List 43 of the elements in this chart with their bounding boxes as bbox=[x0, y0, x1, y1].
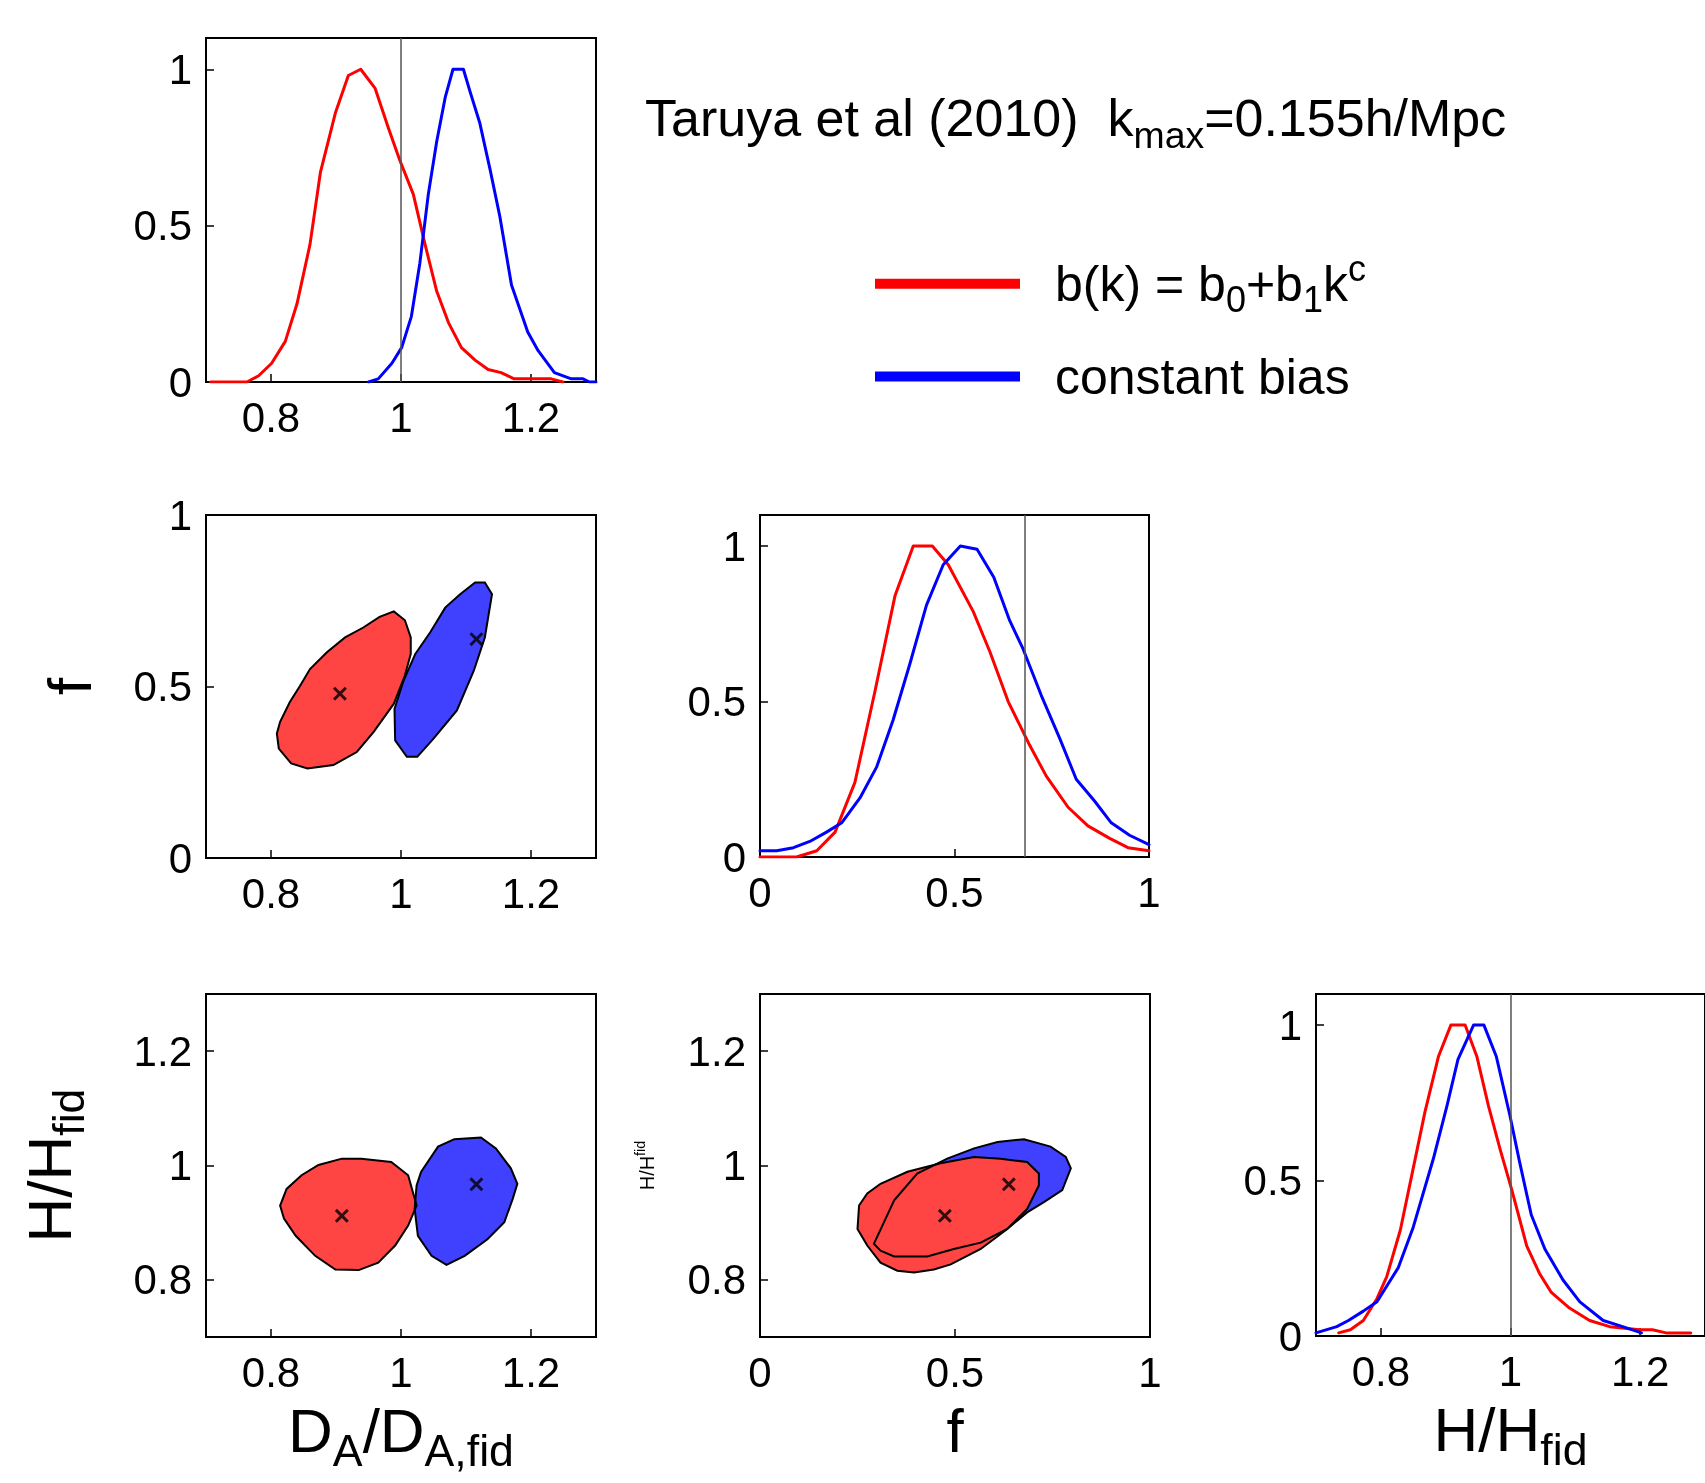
x-tick-label: 1 bbox=[1498, 1347, 1523, 1395]
y-tick-label: 0 bbox=[722, 833, 746, 881]
y-axis-title: H/Hfid bbox=[632, 1140, 658, 1191]
y-tick-label: 1 bbox=[168, 45, 192, 93]
x-tick-label: 0.5 bbox=[925, 1348, 985, 1396]
y-tick-label: 0.8 bbox=[687, 1256, 746, 1304]
legend-label: constant bias bbox=[1055, 348, 1350, 405]
y-tick-label: 1 bbox=[722, 522, 746, 570]
x-tick-label: 0.8 bbox=[1351, 1347, 1411, 1395]
x-tick-label: 1 bbox=[389, 1348, 413, 1396]
x-tick-label: 0.8 bbox=[241, 1348, 301, 1396]
x-tick-label: 1 bbox=[1138, 1348, 1162, 1396]
y-tick-label: 0 bbox=[168, 358, 192, 406]
y-tick-label: 0 bbox=[168, 834, 192, 882]
line-series bbox=[209, 67, 565, 384]
y-tick-label: 0.5 bbox=[687, 678, 746, 726]
y-tick-label: 1 bbox=[1278, 1001, 1302, 1049]
y-tick-label: 0.5 bbox=[133, 202, 192, 250]
y-tick-label: 1.2 bbox=[687, 1027, 746, 1075]
y-tick-label: 0.5 bbox=[1243, 1157, 1302, 1205]
y-tick-label: 0.5 bbox=[133, 663, 192, 710]
x-tick-label: 0.8 bbox=[241, 393, 301, 441]
y-tick-label: 1 bbox=[168, 491, 192, 539]
y-tick-label: 0.8 bbox=[133, 1256, 192, 1304]
line-series bbox=[1337, 1023, 1693, 1335]
y-tick-label: 0 bbox=[1278, 1312, 1302, 1360]
y-axis-title: f bbox=[34, 677, 104, 696]
y-axis-title: H/Hfid bbox=[14, 1088, 93, 1243]
x-tick-label: 1 bbox=[389, 869, 413, 917]
x-tick-label: 0.5 bbox=[925, 868, 984, 916]
x-tick-label: 1.2 bbox=[501, 1348, 561, 1396]
x-tick-label: 1 bbox=[1137, 868, 1161, 916]
y-tick-label: 1 bbox=[168, 1142, 192, 1189]
x-tick-label: 1 bbox=[389, 393, 413, 441]
x-tick-label: 1.2 bbox=[501, 393, 561, 441]
x-tick-label: 1.2 bbox=[1610, 1347, 1670, 1395]
x-tick-label: 0.8 bbox=[241, 869, 301, 917]
y-tick-label: 1.2 bbox=[133, 1027, 192, 1075]
x-tick-label: 1.2 bbox=[501, 869, 561, 917]
x-axis-title: f bbox=[946, 1396, 965, 1466]
y-tick-label: 1 bbox=[722, 1142, 746, 1189]
line-series bbox=[1314, 1023, 1643, 1335]
line-series bbox=[367, 67, 598, 384]
